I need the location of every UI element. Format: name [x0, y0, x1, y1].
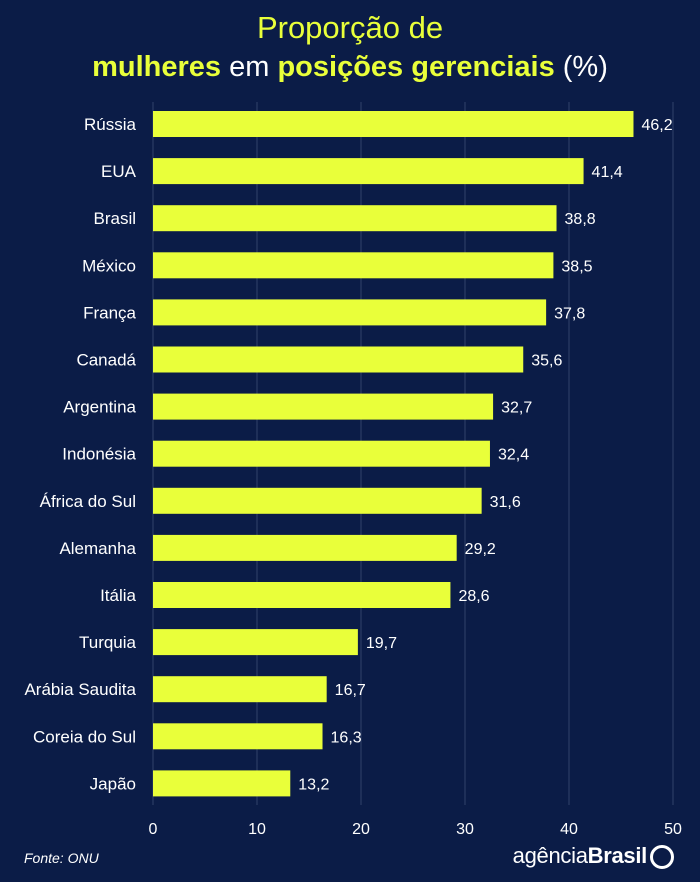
- title-highlight-mulheres: mulheres: [92, 51, 222, 83]
- bar: [153, 111, 634, 137]
- bar: [153, 393, 494, 420]
- brand-logo: agência Brasil: [513, 843, 674, 869]
- bar: [153, 252, 554, 279]
- x-tick-label: 10: [248, 821, 266, 838]
- brand-text-agencia: agência: [512, 843, 588, 868]
- value-label: 35,6: [531, 353, 562, 370]
- category-label: Argentina: [63, 398, 136, 417]
- bar: [153, 346, 524, 373]
- value-label: 13,2: [298, 776, 329, 793]
- value-label: 37,8: [554, 305, 585, 322]
- bar: [153, 299, 547, 326]
- title-connector: em: [221, 51, 278, 83]
- chart-title: Proporção de mulheres em posições gerenc…: [0, 8, 700, 86]
- title-line-2: mulheres em posições gerenciais (%): [0, 48, 700, 86]
- x-tick-label: 30: [456, 821, 474, 838]
- value-label: 31,6: [490, 494, 521, 511]
- bar: [153, 676, 327, 703]
- bar: [153, 582, 451, 608]
- brand-text-brasil: Brasil: [587, 843, 648, 868]
- category-label: Indonésia: [62, 445, 136, 464]
- value-label: 41,4: [592, 164, 623, 181]
- bar: [153, 158, 584, 185]
- category-label: Japão: [90, 774, 136, 793]
- bar: [153, 629, 358, 656]
- bar: [153, 770, 291, 797]
- bar: [153, 440, 490, 467]
- category-label: Rússia: [84, 115, 137, 134]
- title-highlight-posicoes: posições gerenciais: [277, 51, 555, 83]
- category-label: EUA: [101, 162, 137, 181]
- x-tick-label: 20: [352, 821, 370, 838]
- value-label: 38,5: [561, 258, 592, 275]
- category-label: África do Sul: [40, 492, 136, 511]
- bar: [153, 723, 323, 750]
- value-label: 32,4: [498, 447, 529, 464]
- title-line-1: Proporção de: [256, 10, 444, 45]
- value-label: 32,7: [501, 400, 532, 417]
- value-label: 28,6: [458, 588, 489, 605]
- value-label: 16,7: [335, 682, 366, 699]
- category-label: Coreia do Sul: [33, 727, 136, 746]
- category-label: Turquia: [79, 633, 137, 652]
- value-label: 46,2: [641, 117, 672, 134]
- x-tick-label: 40: [560, 821, 578, 838]
- value-label: 16,3: [331, 729, 362, 746]
- bar: [153, 487, 482, 514]
- value-label: 38,8: [565, 211, 596, 228]
- brand-circle-icon: [650, 845, 674, 869]
- category-label: Arábia Saudita: [24, 680, 136, 699]
- value-label: 29,2: [465, 541, 496, 558]
- source-note: Fonte: ONU: [24, 850, 99, 866]
- category-label: México: [82, 256, 136, 275]
- category-label: Itália: [100, 586, 136, 605]
- category-label: França: [83, 303, 136, 322]
- value-label: 19,7: [366, 635, 397, 652]
- category-label: Alemanha: [59, 539, 136, 558]
- bar: [153, 205, 557, 232]
- title-unit: (%): [554, 51, 608, 83]
- category-label: Brasil: [93, 209, 136, 228]
- x-tick-label: 50: [664, 821, 682, 838]
- x-tick-label: 0: [149, 821, 158, 838]
- bar: [153, 534, 457, 561]
- category-label: Canadá: [76, 351, 136, 370]
